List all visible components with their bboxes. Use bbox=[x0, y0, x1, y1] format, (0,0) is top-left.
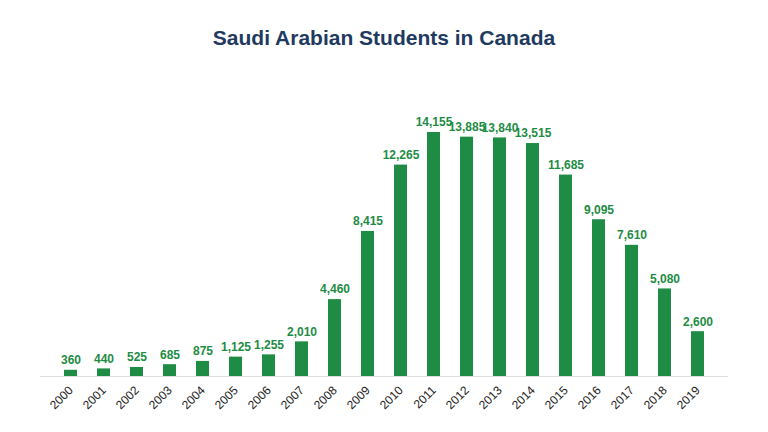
svg-text:2,600: 2,600 bbox=[683, 315, 713, 329]
svg-text:2019: 2019 bbox=[674, 383, 703, 412]
svg-text:2012: 2012 bbox=[443, 383, 472, 412]
svg-text:2,010: 2,010 bbox=[287, 325, 317, 339]
svg-text:2014: 2014 bbox=[509, 383, 538, 412]
svg-text:2004: 2004 bbox=[179, 383, 208, 412]
svg-text:2008: 2008 bbox=[311, 383, 340, 412]
svg-text:2016: 2016 bbox=[575, 383, 604, 412]
svg-text:2015: 2015 bbox=[542, 383, 571, 412]
svg-text:2018: 2018 bbox=[641, 383, 670, 412]
svg-text:1,125: 1,125 bbox=[221, 340, 251, 354]
svg-text:685: 685 bbox=[160, 348, 180, 362]
svg-text:1,255: 1,255 bbox=[254, 338, 284, 352]
svg-text:8,415: 8,415 bbox=[353, 214, 383, 228]
svg-text:2011: 2011 bbox=[411, 383, 439, 411]
svg-text:14,155: 14,155 bbox=[416, 115, 453, 129]
svg-text:7,610: 7,610 bbox=[617, 228, 647, 242]
svg-text:11,685: 11,685 bbox=[548, 158, 584, 172]
svg-text:2007: 2007 bbox=[278, 383, 307, 412]
svg-text:2000: 2000 bbox=[47, 383, 76, 412]
svg-text:2013: 2013 bbox=[476, 383, 505, 412]
svg-text:13,840: 13,840 bbox=[482, 121, 519, 135]
html-text:Saudi Arabian Students in Cana: Saudi Arabian Students in Canada bbox=[212, 26, 556, 49]
svg-text:360: 360 bbox=[61, 353, 81, 367]
svg-text:12,265: 12,265 bbox=[383, 148, 420, 162]
svg-text:9,095: 9,095 bbox=[584, 203, 614, 217]
svg-text:2001: 2001 bbox=[80, 383, 109, 412]
svg-text:13,885: 13,885 bbox=[449, 120, 486, 134]
svg-text:2005: 2005 bbox=[212, 383, 241, 412]
svg-text:2003: 2003 bbox=[146, 383, 175, 412]
svg-text:2009: 2009 bbox=[344, 383, 373, 412]
svg-text:875: 875 bbox=[193, 344, 213, 358]
svg-text:2010: 2010 bbox=[377, 383, 406, 412]
svg-text:4,460: 4,460 bbox=[320, 282, 350, 296]
svg-text:2002: 2002 bbox=[113, 383, 142, 412]
svg-text:2006: 2006 bbox=[245, 383, 274, 412]
svg-text:5,080: 5,080 bbox=[650, 272, 680, 286]
svg-text:525: 525 bbox=[127, 350, 147, 364]
svg-text:440: 440 bbox=[94, 352, 114, 366]
svg-text:13,515: 13,515 bbox=[515, 126, 552, 140]
svg-text:2017: 2017 bbox=[608, 383, 637, 412]
